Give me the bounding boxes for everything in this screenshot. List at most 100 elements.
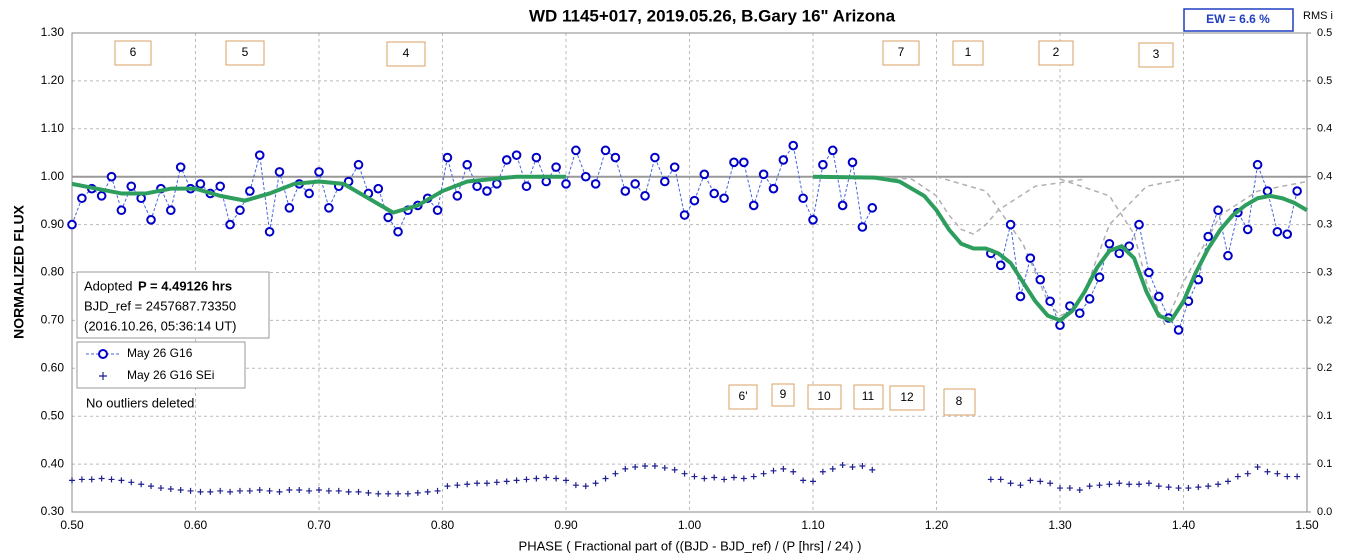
data-point: [790, 468, 797, 475]
data-point: [324, 203, 334, 213]
data-point: [452, 191, 463, 201]
data-point: [1035, 274, 1046, 285]
y-axis-label: NORMALIZED FLUX: [11, 204, 27, 338]
data-point: [849, 463, 856, 470]
data-point: [1144, 267, 1154, 278]
data-point: [760, 470, 767, 477]
y2-tick-label: 0.3: [1317, 219, 1332, 231]
data-point: [1203, 231, 1213, 242]
model-curve: [812, 174, 1309, 323]
annotation: 6': [739, 389, 748, 403]
annotation-box: [889, 385, 925, 411]
data-point: [1175, 485, 1182, 492]
data-point: [116, 205, 127, 216]
y2-tick-label: 0.1: [1317, 458, 1332, 470]
data-point: [1215, 481, 1222, 488]
data-point: [651, 463, 658, 470]
data-point: [1025, 253, 1036, 263]
annotation-box: [943, 388, 976, 416]
data-point: [729, 157, 739, 168]
data-point: [1094, 272, 1105, 283]
note: No outliers deleted: [86, 395, 194, 410]
data-point: [138, 481, 145, 488]
data-point: [1136, 481, 1143, 488]
data-point: [187, 487, 194, 494]
data-point: [254, 150, 265, 160]
data-point: [1005, 219, 1016, 230]
y-tick-label: 0.90: [41, 217, 65, 231]
data-point: [1195, 484, 1202, 491]
data-point: [286, 486, 293, 493]
data-point: [157, 485, 164, 492]
data-point: [1165, 484, 1172, 491]
data-point: [1037, 478, 1044, 485]
data-point: [424, 488, 431, 495]
info-box: [76, 271, 270, 339]
data-point: [1015, 291, 1026, 302]
data-point: [1126, 481, 1133, 488]
data-point: [67, 219, 77, 230]
data-point: [96, 191, 107, 201]
data-point: [1264, 468, 1271, 475]
annotation: 12: [900, 390, 914, 404]
data-point: [669, 162, 680, 172]
data-point: [77, 193, 87, 204]
data-point: [444, 483, 451, 490]
y-tick-label: 0.40: [41, 456, 65, 470]
data-point: [857, 222, 868, 232]
data-point: [108, 476, 115, 483]
data-point: [600, 145, 611, 156]
data-point: [88, 476, 95, 483]
data-point: [590, 179, 601, 189]
data-point: [758, 169, 769, 180]
data-point: [136, 193, 146, 204]
x-tick-label: 0.60: [184, 518, 208, 532]
annotation: 4: [403, 46, 410, 60]
data-point: [1274, 470, 1281, 477]
data-point: [541, 176, 552, 187]
ew-text: EW = 6.6 %: [1206, 12, 1270, 26]
data-point: [355, 488, 362, 495]
data-point: [660, 176, 670, 187]
data-point: [800, 477, 807, 484]
data-point: [1076, 486, 1083, 493]
data-point: [1027, 477, 1034, 484]
ew-box: [1183, 8, 1294, 32]
data-point: [503, 478, 510, 485]
data-point: [768, 183, 779, 194]
x-tick-label: 0.50: [60, 518, 84, 532]
data-point: [1244, 470, 1251, 477]
y-tick-label: 0.80: [41, 265, 65, 279]
y2-tick-label: 0.5: [1317, 75, 1332, 87]
data-point: [780, 465, 787, 472]
data-point: [197, 488, 204, 495]
data-point: [511, 150, 522, 160]
data-point: [987, 476, 994, 483]
annotation: 3: [1153, 47, 1160, 61]
legend-symbol: [99, 372, 107, 380]
data-point: [128, 479, 135, 486]
data-point: [1254, 463, 1261, 470]
data-point: [1096, 482, 1103, 489]
annotation: 2: [1053, 45, 1060, 59]
annotation-box: [882, 40, 920, 66]
y2-tick-label: 0.2: [1317, 314, 1332, 326]
data-point: [464, 481, 471, 488]
x-tick-label: 0.90: [554, 518, 578, 532]
annotation-box: [771, 383, 795, 407]
data-point: [513, 477, 520, 484]
y2-tick-label: 0.0: [1317, 506, 1332, 518]
data-point: [69, 477, 75, 484]
data-point: [721, 476, 728, 483]
data-point: [730, 474, 737, 481]
data-point: [432, 205, 443, 216]
data-point: [335, 487, 342, 494]
data-point: [314, 167, 324, 177]
data-point: [642, 463, 649, 470]
data-point: [679, 210, 690, 220]
y2-tick-label: 0.5: [1317, 27, 1332, 39]
data-point: [353, 159, 364, 170]
y-tick-label: 0.70: [41, 313, 65, 327]
data-point: [691, 473, 698, 480]
